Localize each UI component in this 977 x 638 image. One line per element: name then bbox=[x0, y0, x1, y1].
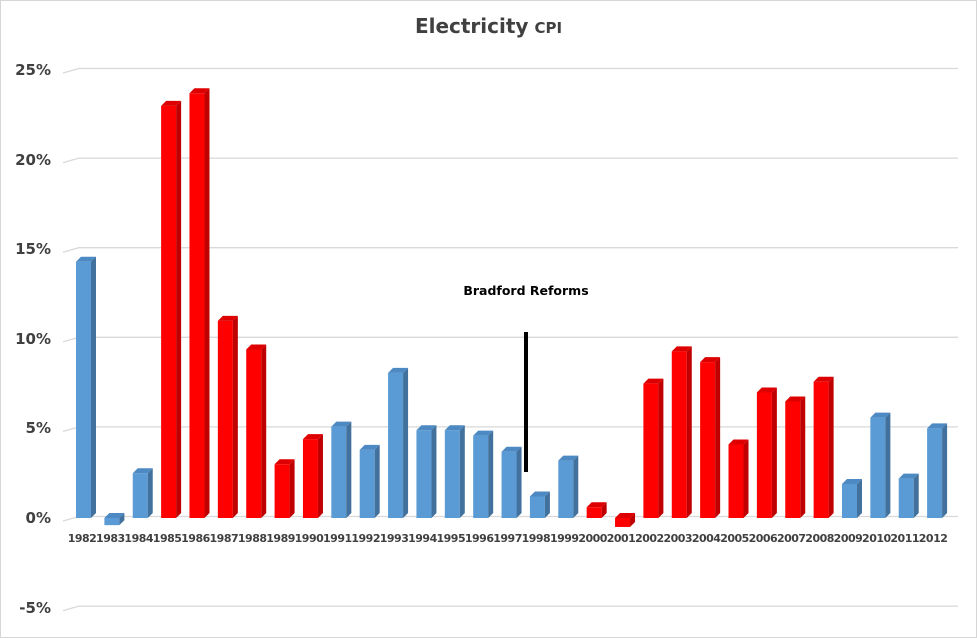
x-tick-1991: 1991 bbox=[323, 532, 352, 545]
x-tick-2008: 2008 bbox=[805, 532, 834, 545]
x-tick-2006: 2006 bbox=[748, 532, 778, 545]
x-tick-2002: 2002 bbox=[635, 532, 664, 545]
y-tick-20%: 20% bbox=[15, 150, 51, 169]
x-tick-1999: 1999 bbox=[549, 532, 579, 545]
bar-1996 bbox=[473, 430, 494, 518]
y-tick-5%: 5% bbox=[25, 419, 51, 438]
bar-2006 bbox=[756, 387, 777, 518]
bar-1989 bbox=[274, 459, 295, 518]
annotation-line bbox=[524, 332, 528, 472]
bar-2009 bbox=[841, 478, 862, 518]
annotation-label: Bradford Reforms bbox=[463, 283, 589, 298]
x-tick-2011: 2011 bbox=[890, 532, 920, 545]
x-tick-2005: 2005 bbox=[720, 532, 749, 545]
bar-1987 bbox=[217, 315, 238, 518]
gridline--5% bbox=[62, 605, 958, 612]
x-tick-1996: 1996 bbox=[464, 532, 494, 545]
chart-title-main: Electricity bbox=[414, 14, 529, 38]
x-tick-2009: 2009 bbox=[833, 532, 863, 545]
bar-2005 bbox=[728, 439, 749, 518]
x-tick-1993: 1993 bbox=[379, 532, 409, 545]
x-tick-1990: 1990 bbox=[294, 532, 324, 545]
bar-1998 bbox=[529, 491, 550, 518]
bar-2000 bbox=[586, 502, 607, 518]
bar-1997 bbox=[501, 446, 522, 518]
bar-1982 bbox=[76, 256, 96, 518]
x-tick-1992: 1992 bbox=[351, 532, 380, 545]
bar-1985 bbox=[161, 100, 182, 518]
x-tick-2000: 2000 bbox=[578, 532, 607, 545]
x-tick-2010: 2010 bbox=[862, 532, 891, 545]
bar-1995 bbox=[444, 425, 465, 518]
bar-2010 bbox=[870, 412, 891, 518]
x-tick-1995: 1995 bbox=[436, 532, 466, 545]
x-tick-1998: 1998 bbox=[521, 532, 551, 545]
x-tick-1986: 1986 bbox=[181, 532, 210, 545]
x-tick-1982: 1982 bbox=[67, 532, 97, 545]
chart-title-sub: CPI bbox=[534, 19, 563, 37]
x-tick-1989: 1989 bbox=[266, 532, 295, 545]
bar-2012 bbox=[927, 423, 948, 518]
bar-1983 bbox=[104, 513, 125, 526]
bar-2011 bbox=[898, 473, 919, 518]
x-tick-1985: 1985 bbox=[152, 532, 182, 545]
y-tick--5%: -5% bbox=[19, 598, 51, 617]
x-tick-2001: 2001 bbox=[606, 532, 636, 545]
y-tick-15%: 15% bbox=[15, 240, 51, 259]
y-tick-10%: 10% bbox=[15, 329, 51, 348]
x-tick-1984: 1984 bbox=[124, 532, 154, 545]
bar-1999 bbox=[558, 455, 579, 518]
bar-2004 bbox=[700, 357, 721, 518]
bar-2007 bbox=[785, 396, 806, 518]
x-tick-1983: 1983 bbox=[96, 532, 125, 545]
bar-2002 bbox=[643, 378, 664, 518]
bar-1986 bbox=[189, 88, 210, 519]
x-tick-1987: 1987 bbox=[209, 532, 239, 545]
x-tick-2003: 2003 bbox=[663, 532, 693, 545]
bar-1994 bbox=[416, 425, 437, 518]
x-tick-1997: 1997 bbox=[493, 532, 522, 545]
x-tick-1994: 1994 bbox=[408, 532, 437, 545]
bar-2003 bbox=[671, 346, 692, 518]
y-tick-25%: 25% bbox=[15, 61, 51, 79]
gridline-20% bbox=[62, 157, 958, 164]
chart-title: Electricity CPI bbox=[1, 14, 976, 38]
bar-1984 bbox=[132, 468, 153, 518]
x-tick-2012: 2012 bbox=[918, 532, 948, 545]
x-tick-2004: 2004 bbox=[691, 532, 721, 545]
x-tick-2007: 2007 bbox=[776, 532, 806, 545]
bar-1991 bbox=[331, 421, 352, 518]
gridline-15% bbox=[62, 247, 958, 253]
bar-2008 bbox=[813, 376, 834, 518]
bar-1988 bbox=[246, 344, 267, 518]
y-tick-0%: 0% bbox=[25, 509, 51, 527]
bar-1990 bbox=[302, 434, 323, 518]
bar-2001 bbox=[615, 513, 636, 527]
gridline-25% bbox=[62, 67, 958, 74]
x-tick-1988: 1988 bbox=[237, 532, 267, 545]
bar-1992 bbox=[359, 444, 380, 518]
bar-1993 bbox=[388, 367, 409, 518]
